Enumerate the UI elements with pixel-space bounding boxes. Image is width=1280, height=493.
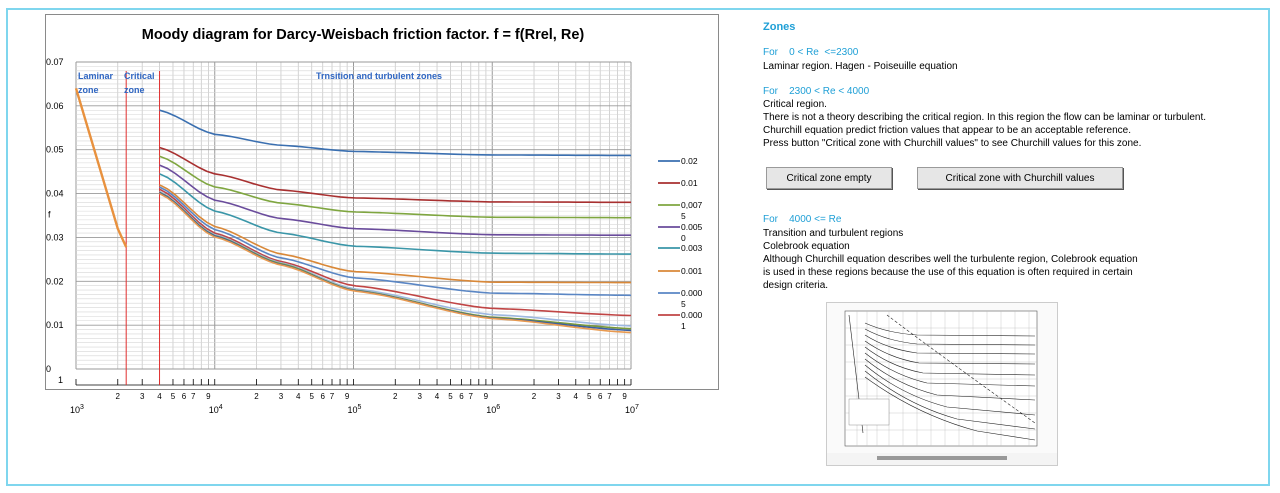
x-minor-label: 2 bbox=[254, 392, 259, 401]
legend-label: 0.003 bbox=[681, 243, 703, 253]
critical-zone-churchill-button[interactable]: Critical zone with Churchill values bbox=[917, 167, 1123, 189]
x-major-exponent: 3 bbox=[80, 404, 84, 411]
chart-svg: Moody diagram for Darcy-Weisbach frictio… bbox=[46, 27, 703, 415]
x-minor-label: 5 bbox=[448, 392, 453, 401]
x-major-label: 107 bbox=[625, 404, 639, 415]
y-axis-label: f bbox=[48, 210, 51, 220]
x-minor-label: 3 bbox=[556, 392, 561, 401]
zone3-line-2: Colebrook equation bbox=[763, 241, 850, 252]
x-minor-label: 9 bbox=[484, 392, 489, 401]
x-major-label: 103 bbox=[70, 404, 84, 415]
zone-label: Critical bbox=[124, 71, 155, 81]
zone2-line-3: Churchill equation predict friction valu… bbox=[763, 125, 1132, 136]
series-line bbox=[159, 184, 631, 284]
x-major-label: 106 bbox=[486, 404, 500, 415]
x-minor-label: 6 bbox=[459, 392, 464, 401]
y-tick-label: 0.06 bbox=[46, 101, 64, 111]
laminar-curve bbox=[74, 87, 128, 248]
window-frame bbox=[6, 8, 1270, 486]
zone2-line-4: Press button "Critical zone with Churchi… bbox=[763, 138, 1142, 149]
zone3-line-3: Although Churchill equation describes we… bbox=[763, 254, 1138, 265]
legend-label: 0,007 bbox=[681, 200, 703, 210]
x-minor-label: 4 bbox=[157, 392, 162, 401]
moody-chart: Moody diagram for Darcy-Weisbach frictio… bbox=[45, 14, 719, 415]
zone2-condition: For 2300 < Re < 4000 bbox=[763, 86, 870, 97]
zone1-condition: For 0 < Re <=2300 bbox=[763, 47, 859, 58]
legend-label: 0.02 bbox=[681, 156, 698, 166]
legend-label: 0.001 bbox=[681, 266, 703, 276]
x-major-exponent: 5 bbox=[358, 404, 362, 411]
x-minor-label: 3 bbox=[417, 392, 422, 401]
y-tick-label: 0.05 bbox=[46, 145, 64, 155]
legend-label: 0.01 bbox=[681, 178, 698, 188]
chart-title: Moody diagram for Darcy-Weisbach frictio… bbox=[142, 27, 585, 43]
x-minor-label: 9 bbox=[622, 392, 627, 401]
x-minor-label: 2 bbox=[532, 392, 537, 401]
series-line bbox=[159, 164, 631, 236]
x-minor-label: 5 bbox=[171, 392, 176, 401]
series-line bbox=[159, 146, 631, 204]
series-line bbox=[159, 109, 631, 157]
y-tick-label: 0 bbox=[46, 364, 51, 374]
x-minor-label: 7 bbox=[469, 392, 474, 401]
x-minor-label: 7 bbox=[607, 392, 612, 401]
x-major-exponent: 7 bbox=[635, 404, 639, 411]
zone1-description: Laminar region. Hagen - Poiseuille equat… bbox=[763, 61, 958, 72]
x-minor-label: 6 bbox=[182, 392, 187, 401]
legend-label: 0.005 bbox=[681, 222, 703, 232]
legend-label-line2: 5 bbox=[681, 299, 686, 309]
x-major-exponent: 6 bbox=[496, 404, 500, 411]
x-major-exponent: 4 bbox=[219, 404, 223, 411]
zone3-line-5: design criteria. bbox=[763, 280, 829, 291]
critical-zone-empty-button[interactable]: Critical zone empty bbox=[766, 167, 892, 189]
legend-label-line2: 5 bbox=[681, 211, 686, 221]
zone3-condition: For 4000 <= Re bbox=[763, 214, 842, 225]
x-minor-label: 4 bbox=[296, 392, 301, 401]
y-bottom-label: 1 bbox=[58, 375, 63, 385]
x-minor-label: 4 bbox=[574, 392, 579, 401]
x-major-label: 105 bbox=[348, 404, 362, 415]
x-minor-label: 4 bbox=[435, 392, 440, 401]
x-minor-label: 2 bbox=[116, 392, 121, 401]
x-minor-label: 5 bbox=[587, 392, 592, 401]
zones-title: Zones bbox=[763, 21, 796, 33]
series-line bbox=[159, 155, 631, 219]
x-minor-label: 2 bbox=[393, 392, 398, 401]
x-minor-label: 5 bbox=[310, 392, 315, 401]
series-line bbox=[159, 173, 631, 255]
x-minor-label: 3 bbox=[279, 392, 284, 401]
zone-label-line2: zone bbox=[124, 85, 145, 95]
y-tick-label: 0.07 bbox=[46, 57, 64, 67]
x-minor-label: 6 bbox=[320, 392, 325, 401]
x-minor-label: 3 bbox=[140, 392, 145, 401]
zone-label: Trnsition and turbulent zones bbox=[316, 71, 442, 81]
zone3-line-4: is used in these regions because the use… bbox=[763, 267, 1133, 278]
legend-label-line2: 0 bbox=[681, 233, 686, 243]
y-tick-label: 0.02 bbox=[46, 276, 64, 286]
x-minor-label: 9 bbox=[345, 392, 350, 401]
reference-moody-image bbox=[826, 302, 1058, 466]
y-tick-label: 0.04 bbox=[46, 189, 64, 199]
series-line bbox=[159, 192, 632, 334]
zone3-line-1: Transition and turbulent regions bbox=[763, 228, 904, 239]
x-minor-label: 7 bbox=[191, 392, 196, 401]
series-line bbox=[159, 188, 632, 317]
legend-label: 0.000 bbox=[681, 310, 703, 320]
zone-label: Laminar bbox=[78, 71, 114, 81]
zone2-line-1: Critical region. bbox=[763, 99, 827, 110]
zone-label-line2: zone bbox=[78, 85, 99, 95]
x-minor-label: 7 bbox=[330, 392, 335, 401]
y-tick-label: 0.03 bbox=[46, 232, 64, 242]
legend-label-line2: 1 bbox=[681, 321, 686, 331]
x-major-label: 104 bbox=[209, 404, 223, 415]
series-line bbox=[159, 186, 632, 297]
x-minor-label: 6 bbox=[598, 392, 603, 401]
legend-label: 0.000 bbox=[681, 288, 703, 298]
zone2-line-2: There is not a theory describing the cri… bbox=[763, 112, 1207, 123]
x-minor-label: 9 bbox=[206, 392, 211, 401]
y-tick-label: 0.01 bbox=[46, 320, 64, 330]
